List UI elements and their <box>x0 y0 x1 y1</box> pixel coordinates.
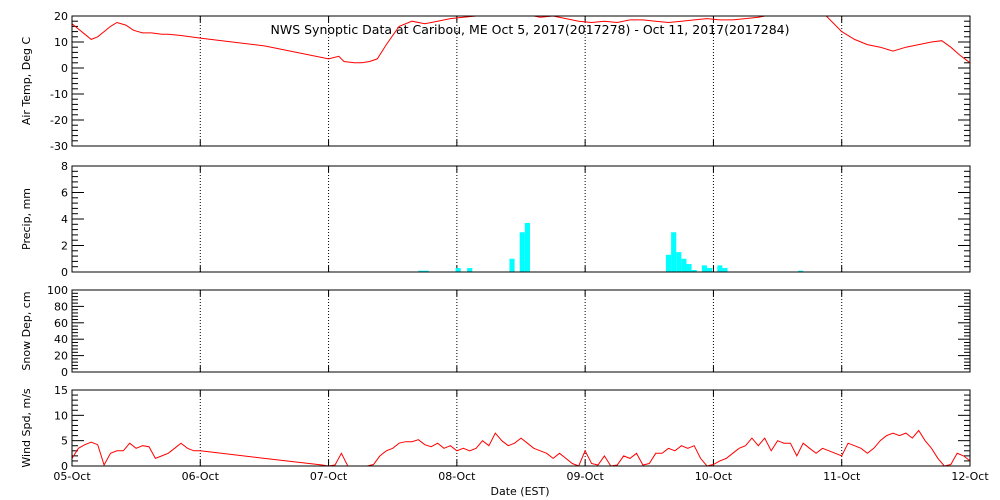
y-axis-label: Precip, mm <box>20 188 33 250</box>
precip-bar <box>798 270 804 272</box>
panel-wind-speed: 0 5 10 15 Wind Spd, m/s <box>20 384 971 473</box>
x-tick-label: 10-Oct <box>695 470 733 483</box>
y-tick-label: 8 <box>61 160 68 173</box>
y-tick-label: 0 <box>61 460 68 473</box>
y-axis-label: Air Temp, Deg C <box>20 37 33 126</box>
y-axis-label: Snow Dep, cm <box>20 291 33 370</box>
precip-bar <box>423 270 429 272</box>
y-tick-label: 4 <box>61 213 68 226</box>
y-tick-label: -10 <box>50 88 68 101</box>
x-tick-label: 09-Oct <box>566 470 604 483</box>
precip-bar <box>467 268 473 272</box>
x-tick-label: 07-Oct <box>310 470 348 483</box>
y-tick-label: 10 <box>54 409 68 422</box>
panel-frame <box>71 289 971 373</box>
y-tick-label: 20 <box>54 350 68 363</box>
precip-bar <box>671 232 677 272</box>
y-tick-label: 2 <box>61 240 68 253</box>
y-tick-label: 100 <box>47 284 68 297</box>
precip-bar <box>665 254 672 272</box>
precip-bar <box>686 264 692 272</box>
x-tick-label: 12-Oct <box>951 470 989 483</box>
precip-bar <box>722 268 728 272</box>
y-tick-label: -30 <box>50 140 68 153</box>
y-tick-label: 5 <box>61 435 68 448</box>
precip-bar <box>524 222 530 272</box>
y-tick-label: 10 <box>54 36 68 49</box>
series-air-temp <box>72 16 970 64</box>
x-axis-label: Date (EST) <box>490 485 549 498</box>
precip-bar <box>676 252 682 272</box>
precip-bar <box>701 265 708 272</box>
series-precip <box>418 222 804 272</box>
precip-bar <box>455 268 461 272</box>
x-tick-label: 05-Oct <box>53 470 91 483</box>
panel-precip: 0 2 4 6 8 Precip, mm <box>20 160 971 279</box>
y-tick-label: -20 <box>50 114 68 127</box>
precip-bar <box>717 265 723 272</box>
panel-frame <box>71 15 971 147</box>
y-tick-label: 40 <box>54 333 68 346</box>
panel-snow-depth: 0 20 40 60 80 100 Snow Dep, cm <box>20 284 971 379</box>
y-tick-label: 15 <box>54 384 68 397</box>
y-tick-label: 0 <box>61 62 68 75</box>
y-tick-label: 0 <box>61 366 68 379</box>
precip-bar <box>707 268 713 272</box>
x-tick-label: 06-Oct <box>182 470 220 483</box>
panel-frame <box>71 165 971 273</box>
y-tick-label: 60 <box>54 317 68 330</box>
chart-title: NWS Synoptic Data at Caribou, ME Oct 5, … <box>271 22 790 37</box>
series-line <box>72 429 970 466</box>
series-wind-speed <box>72 429 970 466</box>
y-tick-label: 80 <box>54 300 68 313</box>
precip-bar <box>681 258 687 272</box>
y-tick-label: 20 <box>54 10 68 23</box>
panels-group: -30 -20 -10 0 10 20 Air Temp, Deg C 0 2 4 6 8 Precip… <box>20 10 989 483</box>
precip-bar <box>519 232 525 272</box>
y-tick-label: 0 <box>61 266 68 279</box>
x-tick-label: 11-Oct <box>823 470 861 483</box>
x-tick-label: 08-Oct <box>438 470 476 483</box>
panel-frame <box>71 389 971 467</box>
y-axis-label: Wind Spd, m/s <box>20 388 33 468</box>
y-tick-label: 6 <box>61 187 68 200</box>
precip-bar <box>418 270 424 272</box>
series-line <box>72 16 970 64</box>
precip-bar <box>691 270 697 272</box>
precip-bar <box>509 258 515 272</box>
panel-air-temp: -30 -20 -10 0 10 20 Air Temp, Deg C <box>20 10 971 153</box>
